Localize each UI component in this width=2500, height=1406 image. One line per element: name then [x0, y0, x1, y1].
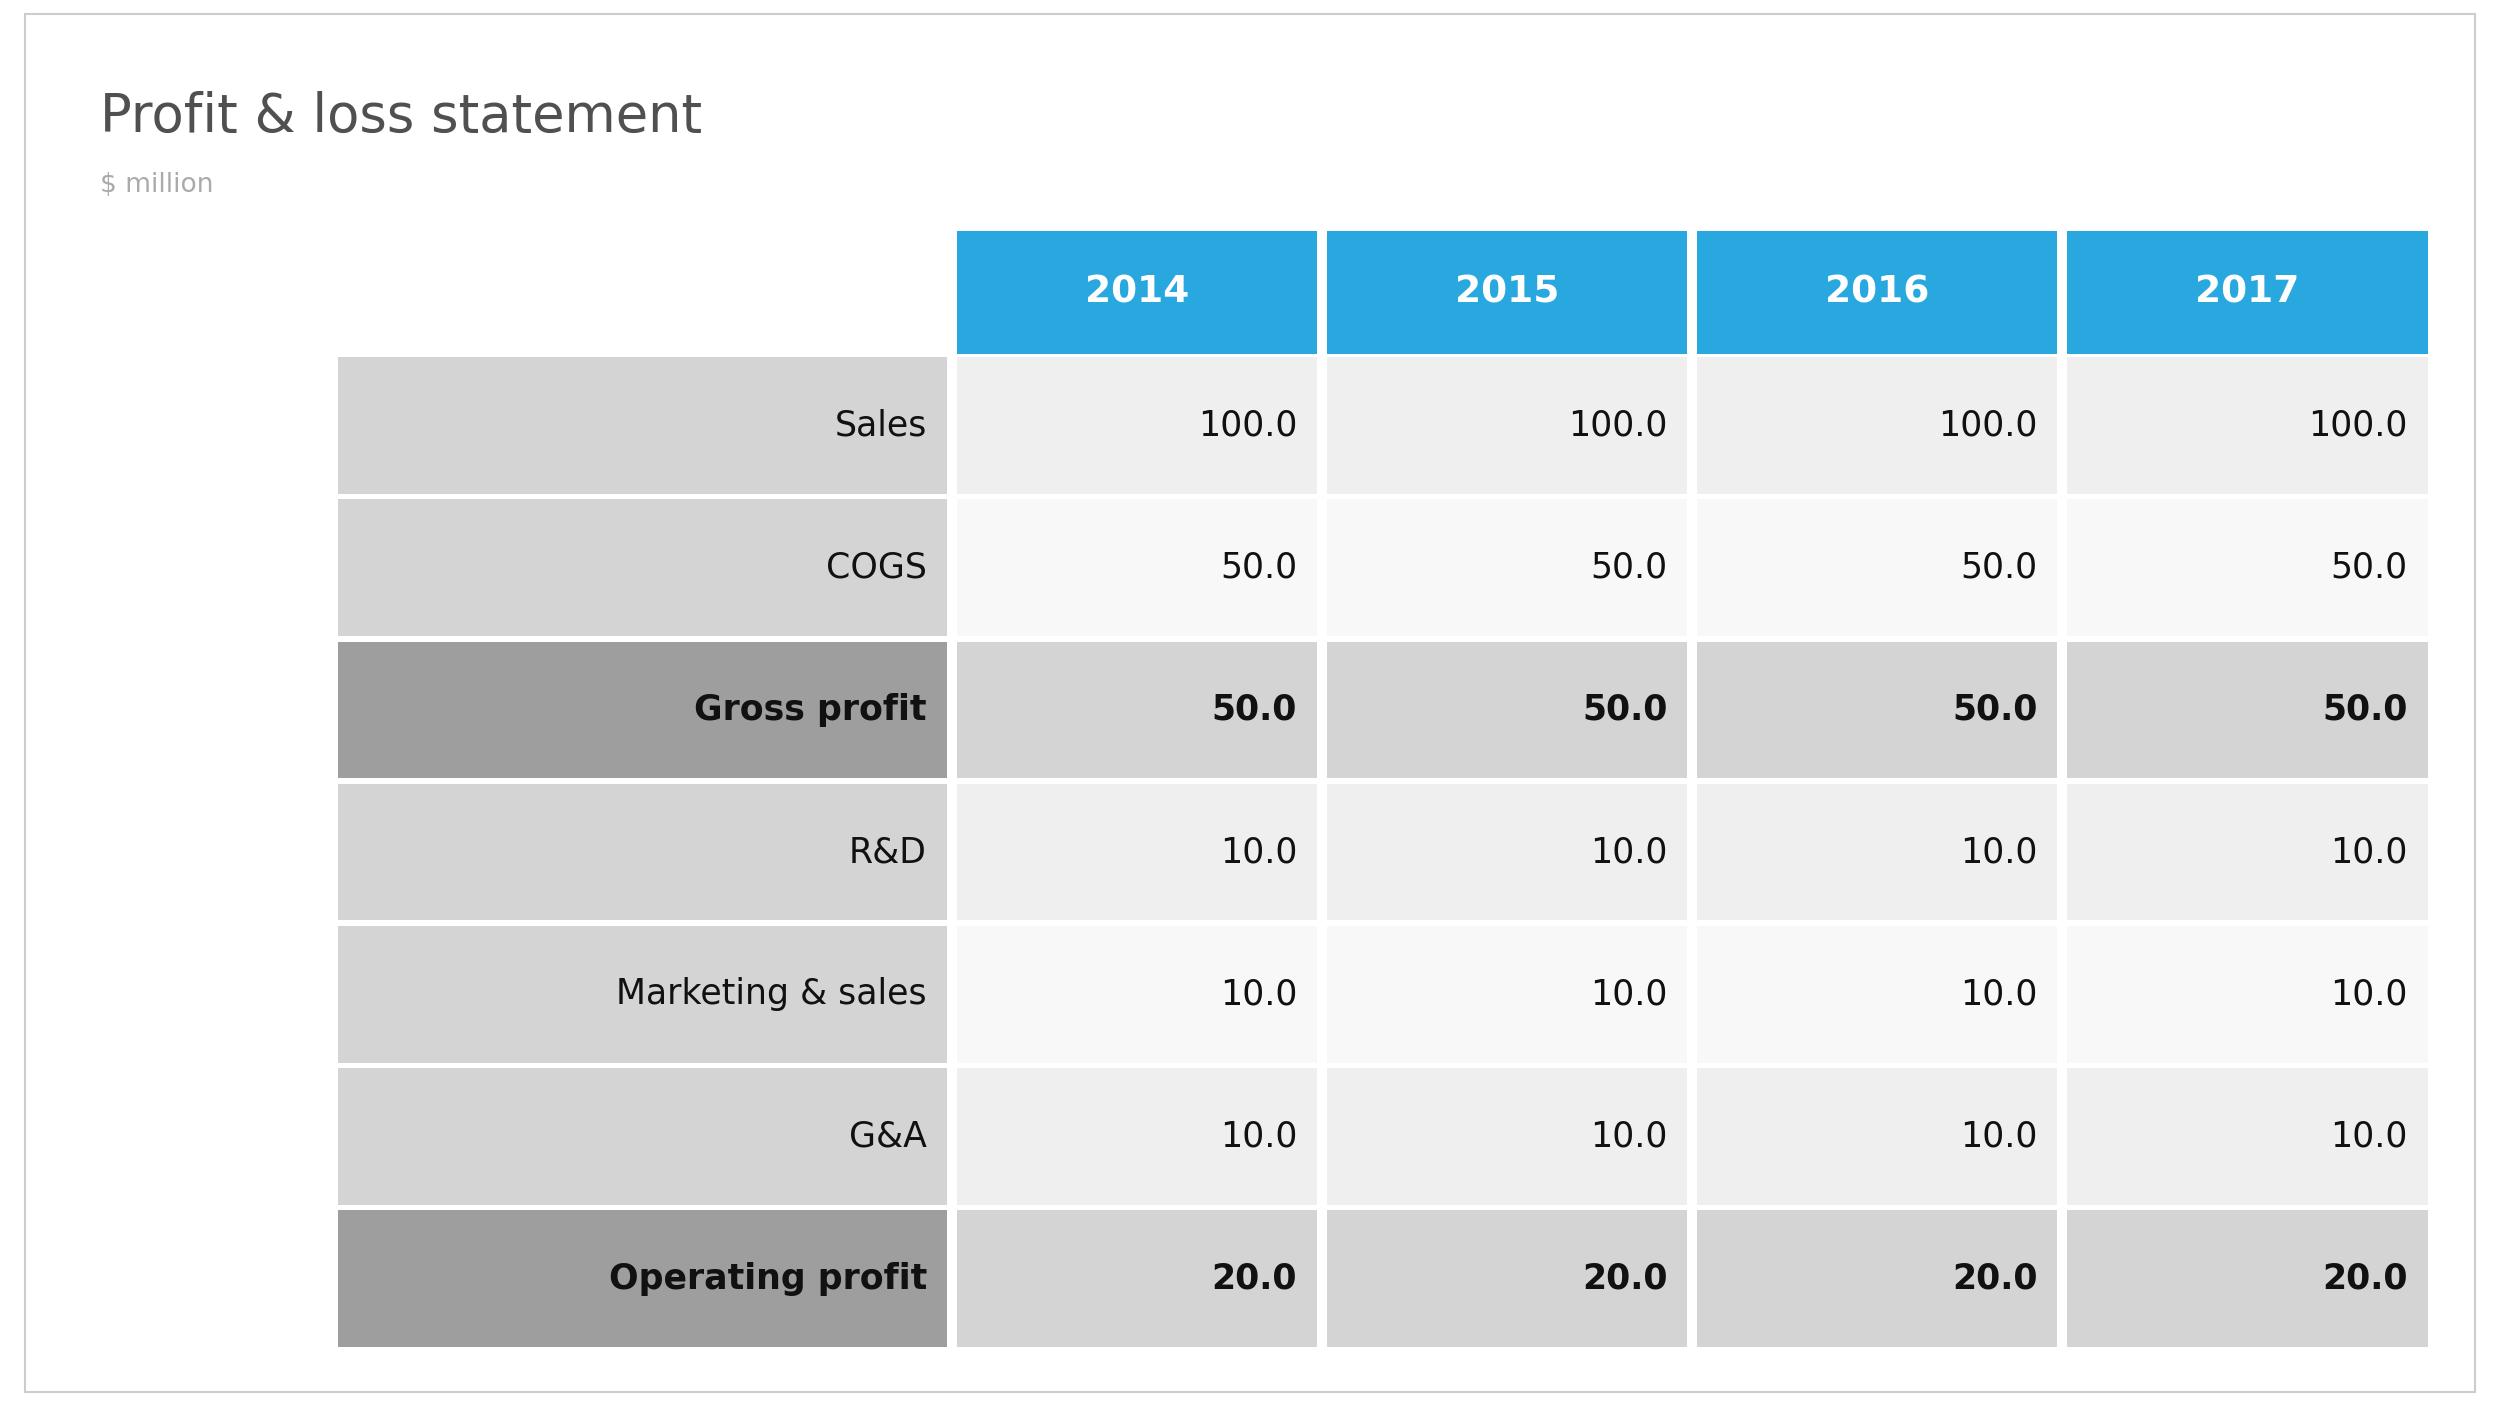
FancyBboxPatch shape — [958, 927, 1318, 1063]
FancyBboxPatch shape — [338, 1211, 948, 1347]
FancyBboxPatch shape — [1698, 1069, 2058, 1205]
Text: 100.0: 100.0 — [1198, 408, 1298, 443]
FancyBboxPatch shape — [2068, 499, 2428, 636]
Text: COGS: COGS — [825, 551, 928, 585]
Text: Profit & loss statement: Profit & loss statement — [100, 91, 702, 143]
FancyBboxPatch shape — [1698, 927, 2058, 1063]
FancyBboxPatch shape — [338, 641, 948, 778]
FancyBboxPatch shape — [1328, 357, 1688, 494]
Text: 20.0: 20.0 — [1212, 1261, 1298, 1296]
Text: 50.0: 50.0 — [1960, 551, 2037, 585]
FancyBboxPatch shape — [2068, 783, 2428, 921]
Text: 50.0: 50.0 — [1952, 693, 2037, 727]
FancyBboxPatch shape — [958, 231, 1318, 354]
Text: 10.0: 10.0 — [1590, 835, 1668, 869]
FancyBboxPatch shape — [338, 499, 948, 636]
Text: 2017: 2017 — [2195, 274, 2300, 311]
FancyBboxPatch shape — [1328, 927, 1688, 1063]
Text: 50.0: 50.0 — [2322, 693, 2408, 727]
Text: 20.0: 20.0 — [1582, 1261, 1668, 1296]
Text: 50.0: 50.0 — [2330, 551, 2408, 585]
Text: Operating profit: Operating profit — [608, 1261, 928, 1296]
Text: 10.0: 10.0 — [1590, 977, 1668, 1011]
FancyBboxPatch shape — [338, 783, 948, 921]
FancyBboxPatch shape — [958, 641, 1318, 778]
Text: R&D: R&D — [850, 835, 928, 869]
FancyBboxPatch shape — [1328, 231, 1688, 354]
FancyBboxPatch shape — [2068, 641, 2428, 778]
Text: 10.0: 10.0 — [2330, 1119, 2408, 1153]
FancyBboxPatch shape — [1698, 641, 2058, 778]
Text: 20.0: 20.0 — [1952, 1261, 2037, 1296]
Text: 10.0: 10.0 — [1220, 835, 1298, 869]
Text: 10.0: 10.0 — [1960, 1119, 2037, 1153]
Text: $ million: $ million — [100, 172, 212, 197]
Text: 10.0: 10.0 — [2330, 977, 2408, 1011]
FancyBboxPatch shape — [958, 499, 1318, 636]
Text: 100.0: 100.0 — [1568, 408, 1668, 443]
Text: G&A: G&A — [850, 1119, 928, 1153]
Text: 10.0: 10.0 — [2330, 835, 2408, 869]
FancyBboxPatch shape — [1698, 357, 2058, 494]
FancyBboxPatch shape — [2068, 1069, 2428, 1205]
FancyBboxPatch shape — [2068, 231, 2428, 354]
Text: 10.0: 10.0 — [1960, 977, 2037, 1011]
Text: 50.0: 50.0 — [1582, 693, 1668, 727]
Text: 100.0: 100.0 — [2308, 408, 2408, 443]
Text: 10.0: 10.0 — [1220, 1119, 1298, 1153]
FancyBboxPatch shape — [1698, 231, 2058, 354]
Text: 2015: 2015 — [1455, 274, 1560, 311]
Text: 2016: 2016 — [1825, 274, 1930, 311]
FancyBboxPatch shape — [958, 783, 1318, 921]
FancyBboxPatch shape — [1328, 1069, 1688, 1205]
FancyBboxPatch shape — [1698, 499, 2058, 636]
Text: 2014: 2014 — [1085, 274, 1190, 311]
FancyBboxPatch shape — [1328, 1211, 1688, 1347]
FancyBboxPatch shape — [1328, 783, 1688, 921]
FancyBboxPatch shape — [2068, 927, 2428, 1063]
FancyBboxPatch shape — [958, 1069, 1318, 1205]
FancyBboxPatch shape — [1328, 641, 1688, 778]
FancyBboxPatch shape — [338, 357, 948, 494]
Text: 10.0: 10.0 — [1590, 1119, 1668, 1153]
Text: Marketing & sales: Marketing & sales — [618, 977, 928, 1011]
Text: 10.0: 10.0 — [1220, 977, 1298, 1011]
FancyBboxPatch shape — [2068, 357, 2428, 494]
FancyBboxPatch shape — [338, 1069, 948, 1205]
Text: 50.0: 50.0 — [1212, 693, 1298, 727]
FancyBboxPatch shape — [958, 357, 1318, 494]
FancyBboxPatch shape — [2068, 1211, 2428, 1347]
Text: 50.0: 50.0 — [1590, 551, 1668, 585]
Text: 20.0: 20.0 — [2322, 1261, 2408, 1296]
FancyBboxPatch shape — [1698, 783, 2058, 921]
FancyBboxPatch shape — [1698, 1211, 2058, 1347]
Text: 50.0: 50.0 — [1220, 551, 1298, 585]
Text: 100.0: 100.0 — [1938, 408, 2037, 443]
FancyBboxPatch shape — [338, 927, 948, 1063]
FancyBboxPatch shape — [1328, 499, 1688, 636]
Text: Gross profit: Gross profit — [695, 693, 928, 727]
FancyBboxPatch shape — [958, 1211, 1318, 1347]
Text: 10.0: 10.0 — [1960, 835, 2037, 869]
Text: Sales: Sales — [835, 408, 928, 443]
